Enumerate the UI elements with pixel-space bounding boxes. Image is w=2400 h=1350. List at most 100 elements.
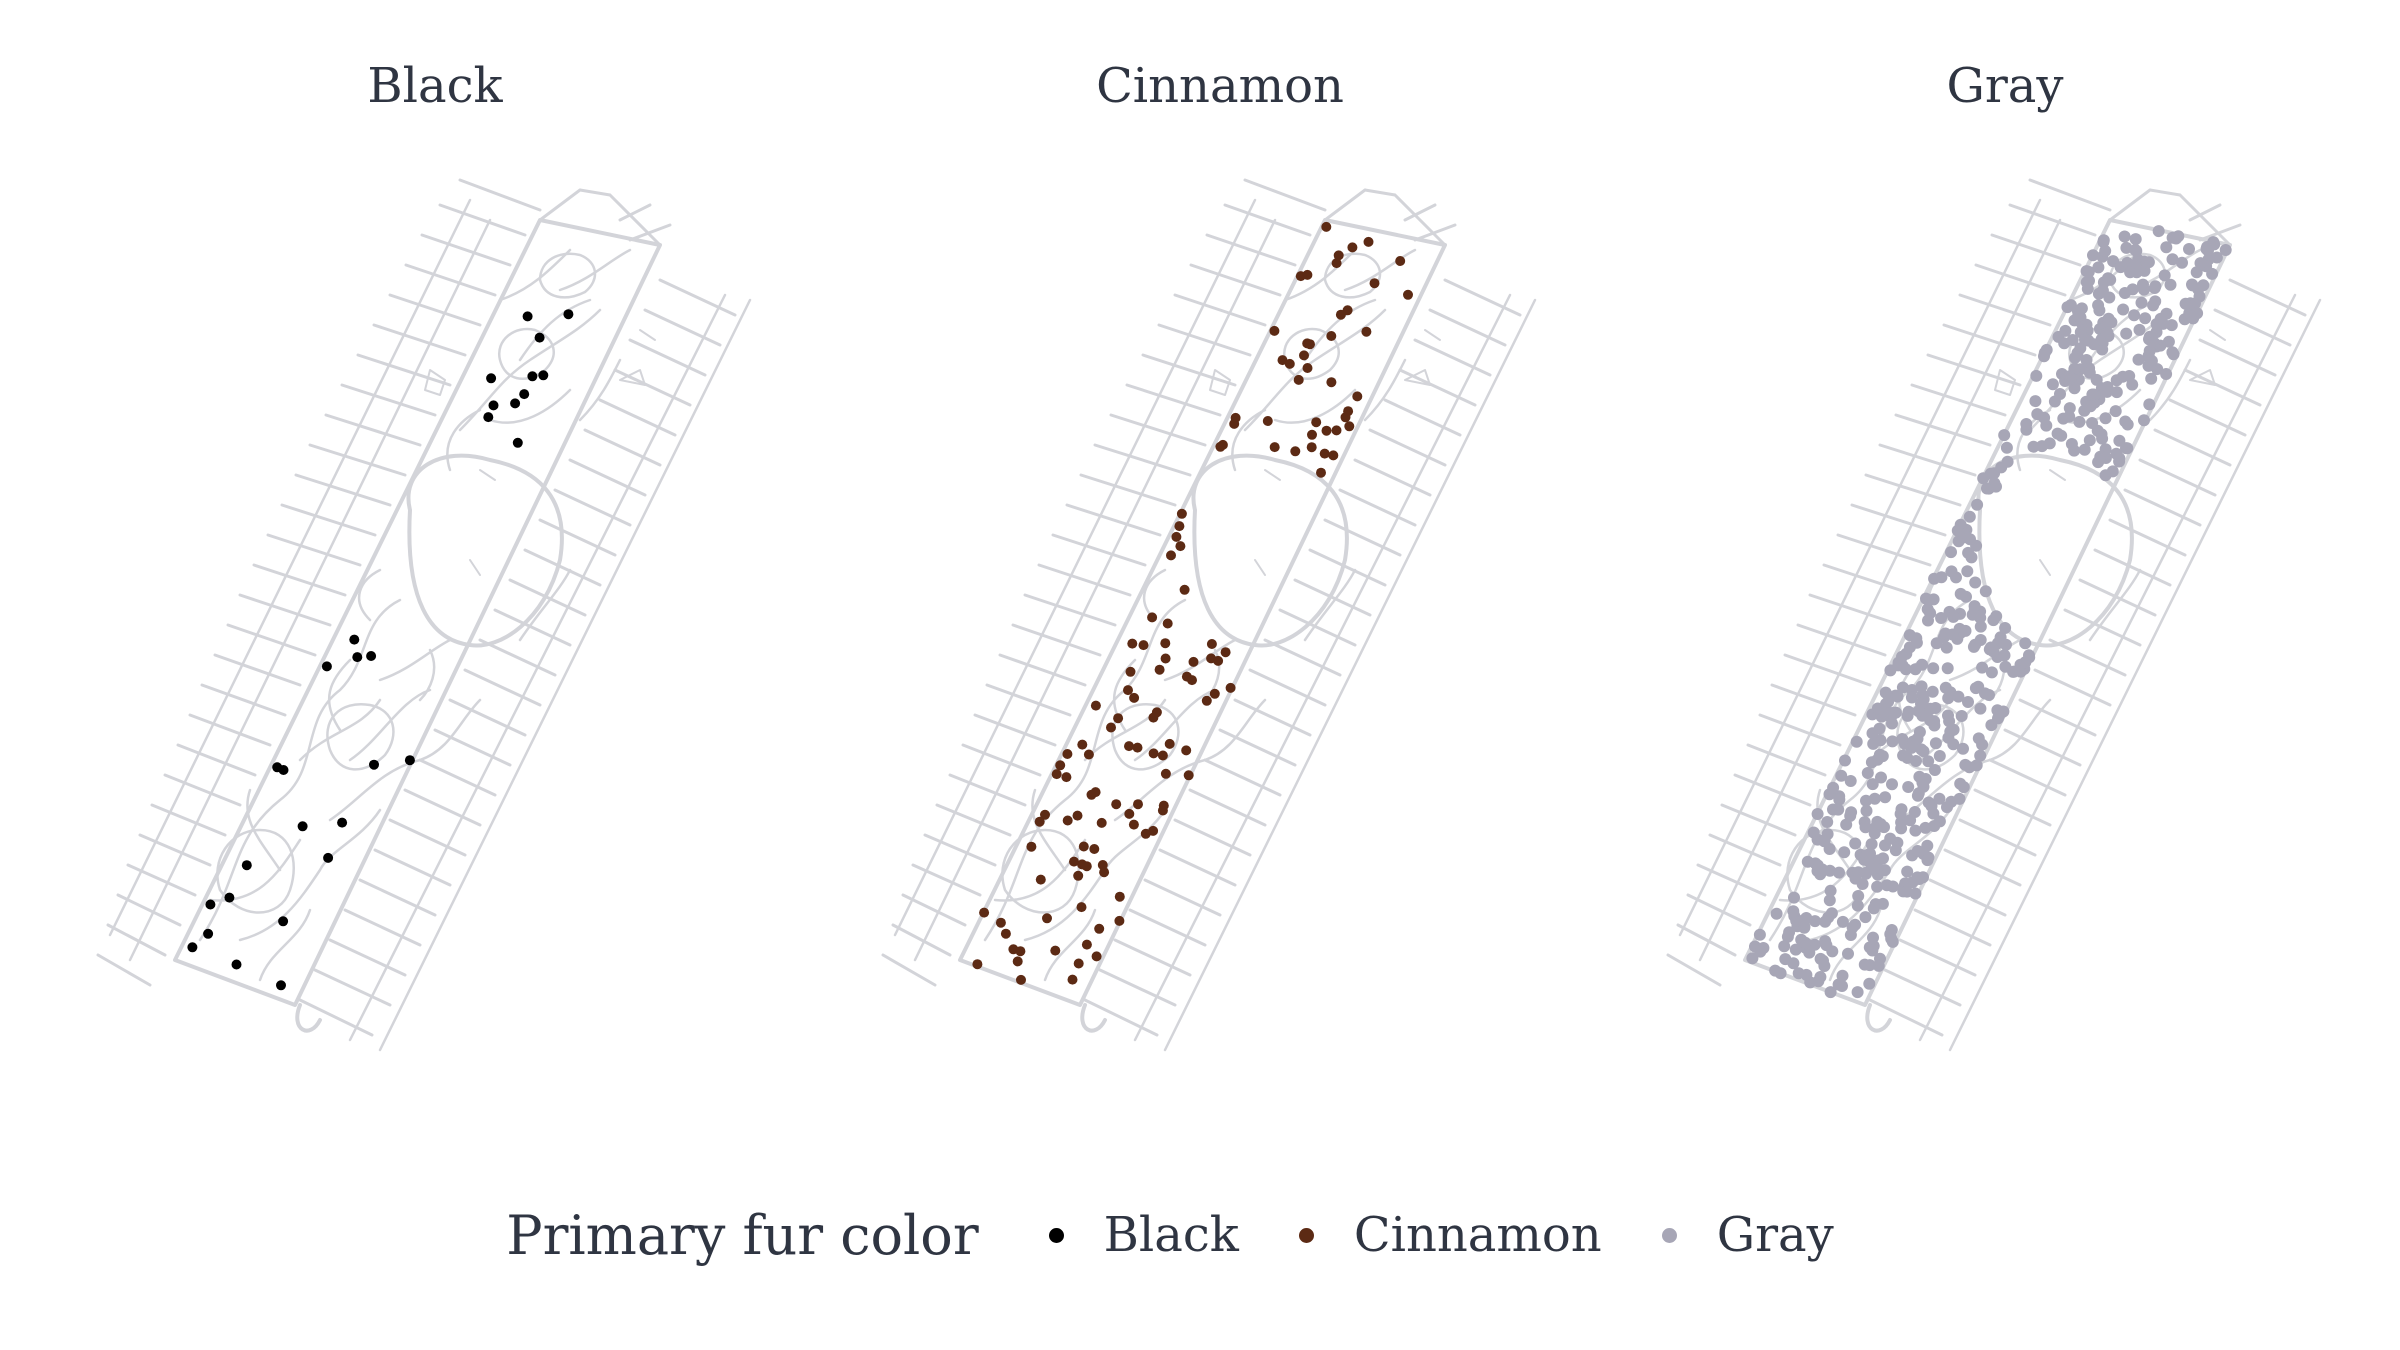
sighting-point — [1851, 899, 1864, 912]
sighting-point — [1954, 587, 1967, 600]
sighting-point — [1952, 690, 1965, 703]
sighting-point — [1935, 571, 1948, 584]
sighting-point — [1930, 637, 1943, 650]
sighting-point — [1181, 745, 1192, 756]
sighting-point — [2019, 656, 2032, 669]
sighting-point — [1124, 808, 1135, 819]
sighting-point — [1876, 897, 1889, 910]
sighting-point — [2197, 279, 2210, 292]
sighting-point — [1073, 870, 1084, 881]
sighting-point — [2150, 318, 2163, 330]
sighting-point — [1958, 531, 1971, 544]
sighting-point — [1779, 953, 1792, 966]
sighting-point — [1034, 816, 1045, 827]
sighting-point — [2139, 312, 2152, 325]
sighting-point — [1321, 221, 1332, 232]
sighting-point — [1865, 756, 1878, 769]
sighting-point — [337, 817, 348, 828]
sighting-point — [366, 651, 377, 661]
sighting-point — [2113, 434, 2126, 447]
sighting-point — [1305, 339, 1315, 350]
panel-title-black: Black — [367, 58, 503, 114]
sighting-point — [1957, 742, 1969, 755]
sighting-point — [1818, 834, 1831, 847]
sighting-point — [2206, 267, 2219, 280]
sighting-point — [1903, 629, 1916, 642]
sighting-point — [1913, 726, 1926, 738]
sighting-point — [1026, 841, 1037, 852]
sighting-point — [1849, 837, 1862, 850]
sighting-point — [1902, 705, 1915, 718]
legend-item-black: Black — [1048, 1207, 1239, 1263]
legend-swatch-gray — [1661, 1227, 1677, 1243]
sighting-point — [1921, 839, 1934, 852]
sighting-point — [1148, 748, 1159, 759]
sighting-point — [1342, 305, 1353, 316]
sighting-point — [2186, 279, 2199, 292]
sighting-point — [2143, 353, 2156, 366]
sighting-point — [1886, 717, 1898, 730]
legend-swatch-cinnamon — [1298, 1227, 1314, 1243]
sighting-point — [1867, 902, 1880, 915]
sighting-point — [1824, 884, 1837, 897]
sighting-point — [1990, 610, 2003, 623]
sighting-point — [1886, 880, 1899, 893]
panel-title-gray: Gray — [1946, 58, 2064, 114]
sighting-point — [323, 852, 334, 863]
sighting-point — [1915, 743, 1928, 756]
sighting-point — [1911, 871, 1924, 884]
sighting-point — [2097, 234, 2110, 247]
sighting-point — [2164, 278, 2177, 291]
sighting-point — [352, 652, 363, 663]
sighting-point — [2092, 261, 2105, 274]
sighting-point — [1877, 852, 1889, 865]
sighting-point — [2219, 244, 2232, 256]
sighting-point — [1369, 278, 1380, 289]
sighting-point — [2210, 251, 2223, 264]
sighting-point — [1326, 331, 1337, 341]
sighting-point — [1867, 737, 1880, 750]
sighting-point — [1799, 936, 1812, 949]
sighting-point — [1832, 978, 1845, 991]
sighting-point — [1909, 887, 1922, 900]
sighting-point — [1328, 450, 1339, 461]
sighting-point — [1921, 603, 1934, 616]
sighting-point — [321, 661, 332, 672]
sighting-point — [1889, 844, 1902, 857]
sighting-point — [2074, 342, 2087, 355]
sighting-point — [1997, 705, 2010, 718]
sighting-point — [241, 860, 252, 871]
sightings-cinnamon — [972, 221, 1413, 985]
sighting-point — [1326, 377, 1337, 388]
sighting-point — [1959, 624, 1972, 637]
sighting-point — [1827, 781, 1840, 794]
sighting-point — [1865, 838, 1878, 851]
sighting-point — [1016, 974, 1026, 985]
sighting-point — [1753, 928, 1766, 941]
sighting-point — [1789, 943, 1802, 956]
legend-label-gray: Gray — [1716, 1207, 1834, 1263]
sighting-point — [1839, 754, 1851, 767]
sighting-point — [1209, 688, 1220, 699]
sighting-point — [1078, 841, 1089, 852]
sighting-point — [1051, 769, 1062, 780]
sighting-point — [2104, 273, 2117, 286]
sighting-point — [2094, 450, 2107, 463]
sighting-point — [1230, 412, 1241, 423]
sighting-point — [1859, 821, 1872, 834]
sighting-point — [1132, 742, 1143, 753]
sighting-point — [2147, 336, 2160, 349]
sighting-point — [1811, 808, 1824, 820]
sighting-point — [1983, 689, 1995, 701]
sighting-point — [1171, 531, 1182, 542]
sighting-point — [1879, 791, 1892, 804]
sighting-point — [1086, 789, 1097, 800]
sighting-point — [2119, 415, 2132, 428]
sighting-point — [1344, 421, 1355, 432]
sighting-point — [1895, 816, 1908, 829]
sighting-point — [1911, 845, 1924, 857]
sighting-point — [369, 759, 379, 770]
sighting-point — [1158, 800, 1169, 811]
sighting-point — [1073, 958, 1084, 969]
sighting-point — [1963, 510, 1976, 523]
